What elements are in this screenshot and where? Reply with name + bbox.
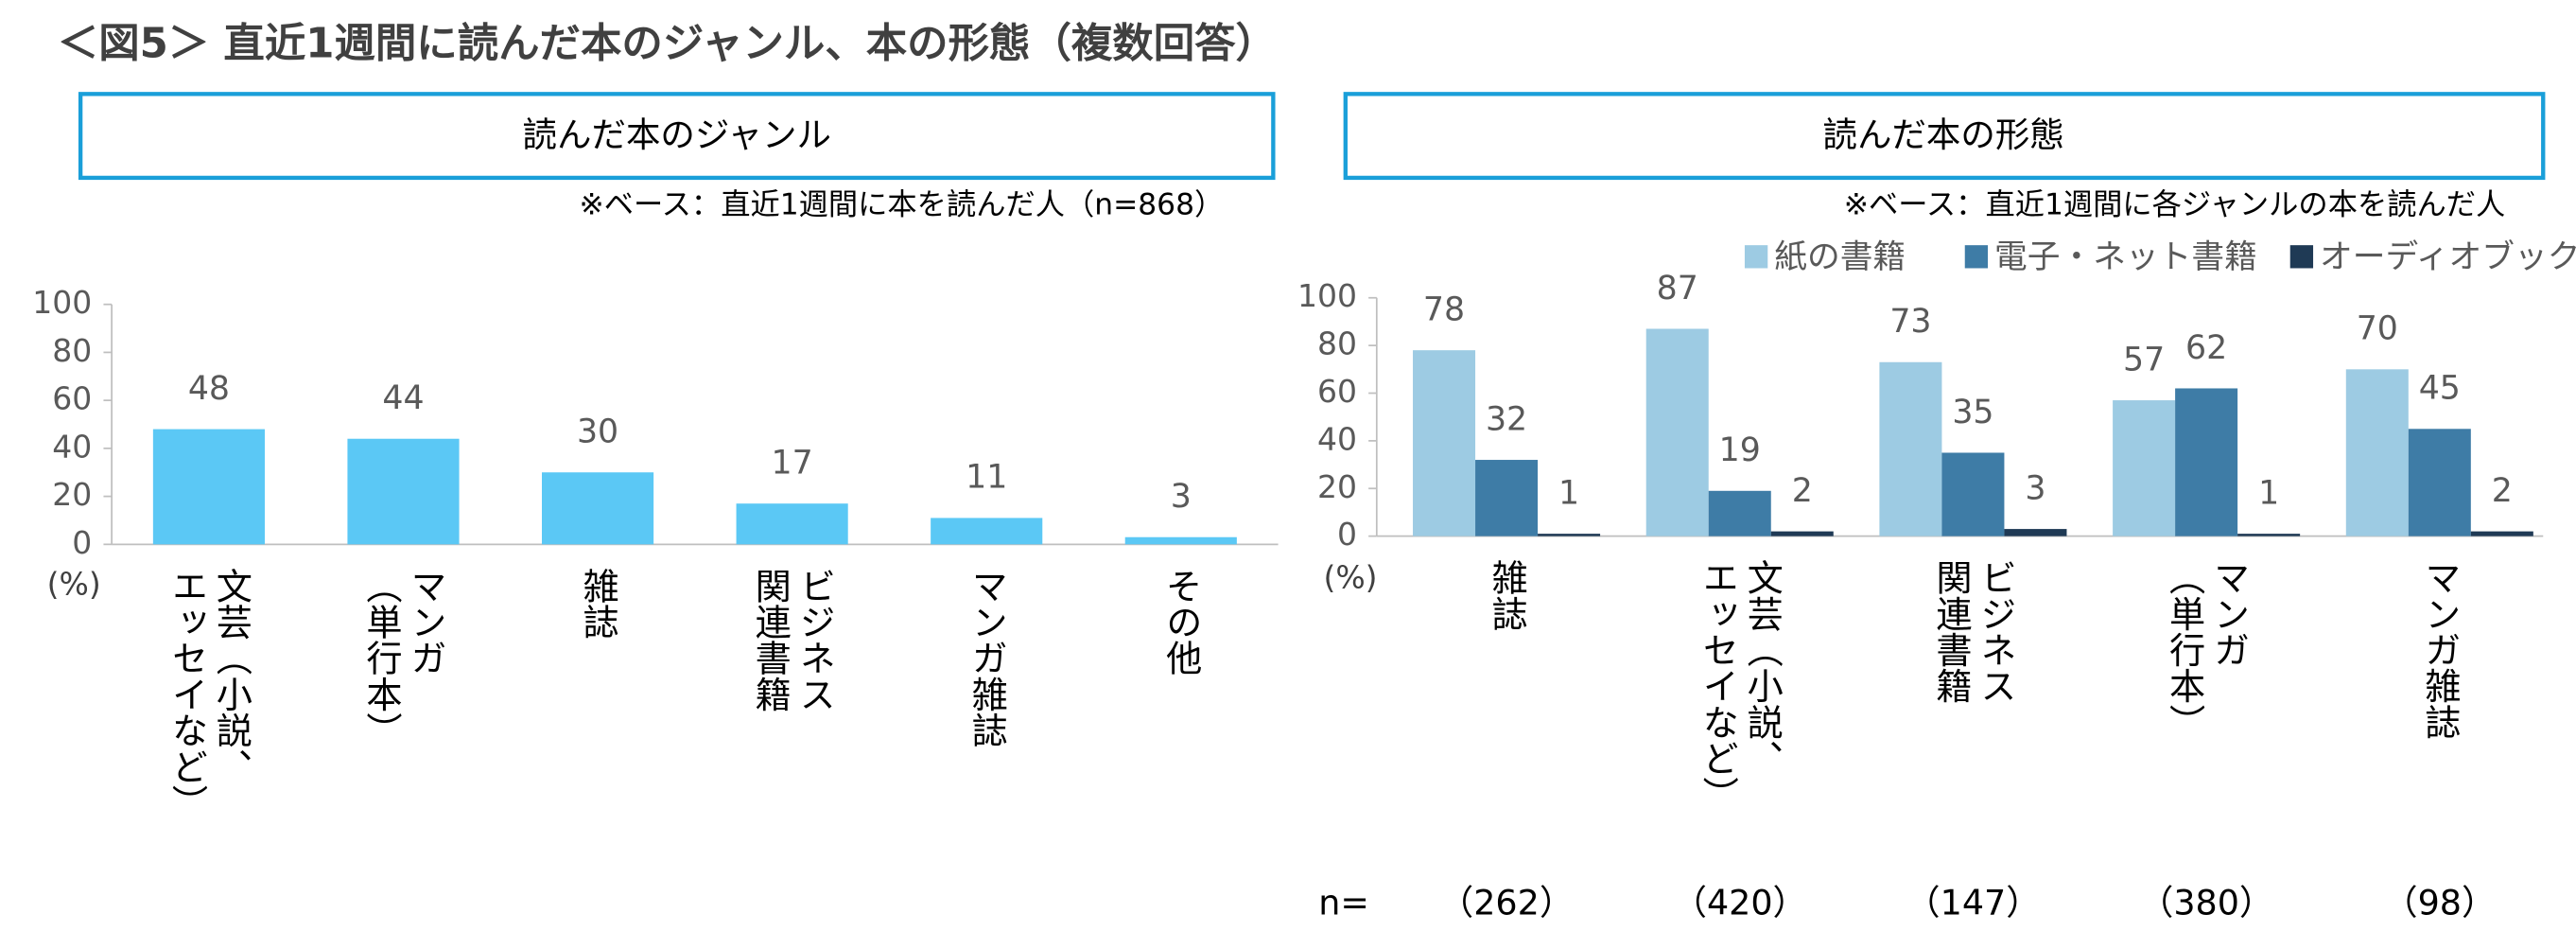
x-tick-label: 文芸（小説、 [1741, 559, 1783, 777]
x-tick-label: エッセイなど） [165, 568, 207, 820]
y-tick-label: 80 [1317, 325, 1357, 362]
bar [1708, 490, 1771, 536]
value-label: 44 [382, 379, 424, 417]
value-label: 11 [966, 459, 1007, 497]
value-label: 73 [1889, 303, 1931, 341]
value-label: 2 [2492, 472, 2513, 510]
bar [1475, 460, 1539, 536]
x-tick-label: ビジネス [1975, 559, 2016, 704]
bar [2345, 369, 2409, 536]
value-label: 48 [188, 370, 230, 408]
x-tick-label: ビジネス [793, 568, 835, 712]
value-label: 30 [577, 413, 618, 451]
value-label: 87 [1657, 270, 1698, 308]
value-label: 1 [2258, 474, 2279, 512]
x-tick-label: 関連書籍 [749, 568, 791, 712]
y-tick-label: 60 [52, 380, 92, 417]
n-label: （98） [2383, 882, 2496, 923]
bar [931, 518, 1043, 545]
value-label: 35 [1952, 394, 1993, 431]
bar [152, 429, 265, 545]
bar [2175, 388, 2238, 536]
value-label: 45 [2419, 370, 2461, 408]
x-tick-label: 雑誌 [577, 567, 618, 640]
x-tick-label: マンガ [2208, 559, 2250, 668]
value-label: 3 [1171, 478, 1192, 516]
bar [2113, 400, 2176, 536]
value-label: 32 [1486, 400, 1527, 438]
bar [2004, 529, 2067, 536]
panel-title: 読んだ本の形態 [1823, 114, 2064, 155]
note: ※ベース：直近1週間に本を読んだ人（n=868） [580, 187, 1225, 221]
value-label: 3 [2025, 469, 2045, 507]
value-label: 62 [2185, 329, 2227, 367]
value-label: 78 [1423, 290, 1465, 328]
bar [1413, 350, 1476, 536]
bar [2237, 534, 2301, 536]
bar [2470, 531, 2533, 536]
bar [347, 438, 460, 545]
n-label: （262） [1439, 882, 1575, 923]
page-title: ＜図5＞ 直近1週間に読んだ本のジャンル、本の形態（複数回答） [58, 20, 1277, 67]
bar [736, 503, 848, 545]
n-label: （147） [1906, 882, 2041, 923]
y-tick-label: 100 [32, 284, 92, 321]
unit-label: (%) [47, 565, 101, 602]
y-tick-label: 0 [72, 524, 92, 561]
legend-swatch [1964, 245, 1989, 269]
unit-label: (%) [1323, 558, 1377, 595]
x-tick-label: 雑誌 [1486, 559, 1527, 632]
y-tick-label: 20 [1317, 468, 1357, 505]
n-label: （380） [2139, 882, 2274, 923]
bar [1941, 452, 2005, 536]
legend-swatch [2289, 245, 2314, 269]
value-label: 19 [1719, 431, 1761, 469]
bar [1645, 328, 1709, 536]
panel-title: 読んだ本のジャンル [523, 114, 831, 155]
x-tick-label: エッセイなど） [1697, 559, 1738, 812]
note: ※ベース：直近1週間に各ジャンルの本を読んだ人 [1844, 187, 2506, 221]
legend-label: オーディオブック [2320, 238, 2576, 276]
value-label: 70 [2357, 310, 2398, 348]
x-tick-label: 関連書籍 [1930, 559, 1972, 704]
value-label: 2 [1792, 472, 1813, 510]
y-tick-label: 100 [1297, 277, 1357, 314]
value-label: 57 [2123, 341, 2165, 378]
n-label: （420） [1672, 882, 1807, 923]
bar [2408, 429, 2471, 536]
legend-label: 紙の書籍 [1774, 238, 1906, 276]
panel-box [1343, 92, 2546, 181]
n-title: n= [1318, 882, 1369, 923]
y-tick-label: 20 [52, 476, 92, 513]
x-tick-label: （単行本） [360, 568, 402, 748]
bar [1538, 534, 1601, 536]
value-label: 1 [1558, 474, 1579, 512]
y-tick-label: 60 [1317, 373, 1357, 410]
legend-swatch [1744, 245, 1768, 269]
x-tick-label: マンガ雑誌 [2419, 559, 2461, 740]
y-tick-label: 0 [1337, 516, 1357, 553]
y-tick-label: 40 [52, 428, 92, 465]
legend-label: 電子・ネット書籍 [1994, 238, 2257, 276]
bar [542, 472, 654, 545]
bar [1879, 361, 1942, 536]
bar [1770, 531, 1834, 536]
x-tick-label: マンガ [405, 568, 446, 677]
y-tick-label: 40 [1317, 420, 1357, 457]
x-tick-label: その他 [1160, 568, 1202, 677]
x-tick-label: （単行本） [2164, 559, 2205, 740]
panel-box [78, 92, 1276, 181]
value-label: 17 [772, 445, 813, 483]
bar [1124, 536, 1237, 545]
x-tick-label: 文芸（小説、 [210, 567, 252, 784]
y-tick-label: 80 [52, 332, 92, 369]
x-tick-label: マンガ雑誌 [966, 568, 1007, 748]
